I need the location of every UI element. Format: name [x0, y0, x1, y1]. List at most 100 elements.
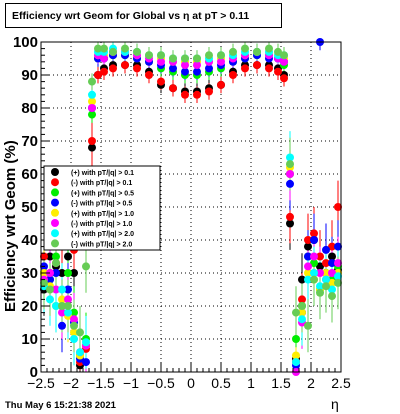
data-point [46, 295, 54, 304]
legend-entry-label: (-) with pT/|q| > 1.0 [71, 221, 132, 228]
legend-marker [51, 198, 59, 207]
data-point [310, 236, 318, 244]
y-tick-label: 90 [21, 67, 38, 84]
legend-marker [51, 239, 59, 248]
x-tick-label: −0.5 [147, 375, 175, 391]
x-tick-label: 1 [247, 375, 255, 391]
data-point [217, 51, 225, 60]
data-point [280, 74, 288, 83]
data-point [304, 275, 312, 284]
data-point [205, 87, 213, 96]
data-point [58, 285, 66, 294]
data-point [181, 67, 189, 76]
data-point [181, 54, 189, 63]
data-point [310, 269, 318, 277]
legend-marker [51, 178, 59, 187]
data-point [286, 170, 294, 178]
data-point [133, 47, 141, 56]
legend-marker [51, 208, 59, 217]
x-tick-label: 2.5 [331, 375, 351, 391]
timestamp-footer: Thu May 6 15:21:38 2021 [5, 400, 116, 411]
data-point [52, 285, 60, 294]
data-point [229, 71, 237, 79]
data-point [181, 90, 189, 99]
data-point [316, 262, 324, 271]
y-tick-label: 10 [21, 331, 38, 348]
data-points [40, 38, 342, 376]
data-point [298, 275, 306, 284]
x-tick-label: 0 [187, 375, 195, 391]
data-point [88, 90, 96, 99]
data-point [58, 295, 66, 304]
data-point [304, 262, 312, 271]
legend-marker [51, 188, 59, 197]
data-point [328, 278, 336, 287]
tick-labels: −2.5 −2 −1.5 −1 −0.5 0 0.5 1 1.5 2 2.5 0 10 20 30 40 50 6… [13, 34, 351, 391]
y-tick-label: 70 [21, 133, 38, 150]
data-point [58, 302, 66, 310]
data-point [292, 358, 300, 367]
chart-title: Efficiency wrt Geom for Global vs η at p… [5, 3, 282, 28]
data-point [322, 269, 330, 277]
data-point [76, 348, 84, 357]
data-point [328, 269, 336, 277]
data-point [241, 44, 249, 53]
data-point [40, 278, 48, 287]
legend-entry-label: (-) with pT/|q| > 0.5 [71, 201, 132, 208]
data-point [274, 47, 282, 56]
data-point [298, 295, 306, 304]
data-point [310, 259, 318, 268]
data-point [157, 57, 165, 66]
data-point [217, 80, 225, 89]
data-point [121, 61, 129, 70]
data-point [253, 47, 261, 56]
data-point [181, 61, 189, 70]
data-point [286, 212, 294, 221]
data-point [298, 315, 306, 324]
data-point [310, 275, 318, 284]
data-point [94, 71, 102, 79]
data-point [274, 67, 282, 76]
legend-entry-label: (+) with pT/|q| > 2.0 [71, 231, 134, 238]
data-point [334, 242, 342, 251]
legend-entry-label: (-) with pT/|q| > 2.0 [71, 241, 132, 248]
y-axis-label: Efficiency wrt Geom (%) [2, 140, 19, 312]
data-point [70, 335, 78, 343]
data-point [64, 252, 72, 261]
data-point [298, 308, 306, 317]
data-point [46, 285, 54, 294]
data-point [70, 321, 78, 330]
data-point [109, 64, 117, 73]
data-point [100, 67, 108, 76]
data-point [304, 252, 312, 261]
data-point [334, 203, 342, 211]
data-point [88, 77, 96, 86]
x-axis-label: η [331, 396, 339, 412]
data-point [52, 252, 60, 261]
data-point [304, 242, 312, 251]
data-point [193, 54, 201, 63]
data-point [217, 57, 225, 66]
data-point [82, 358, 90, 367]
data-point [205, 64, 213, 73]
data-point [334, 278, 342, 287]
data-point [304, 321, 312, 330]
data-point [328, 285, 336, 294]
data-point [145, 71, 153, 79]
data-point [46, 252, 54, 261]
legend-entry-label: (-) with pT/|q| > 0.1 [71, 180, 132, 187]
data-point [145, 51, 153, 60]
data-point [40, 252, 48, 261]
data-point [76, 328, 84, 337]
data-point [205, 51, 213, 60]
data-point [334, 272, 342, 281]
data-point [52, 259, 60, 268]
data-point [133, 64, 141, 73]
legend-entry-label: (+) with pT/|q| > 0.1 [71, 170, 134, 177]
y-tick-label: 60 [21, 166, 38, 183]
x-tick-label: 1.5 [271, 375, 291, 391]
data-point [316, 288, 324, 297]
legend-entry-label: (+) with pT/|q| > 0.5 [71, 190, 134, 197]
data-point [265, 44, 273, 53]
